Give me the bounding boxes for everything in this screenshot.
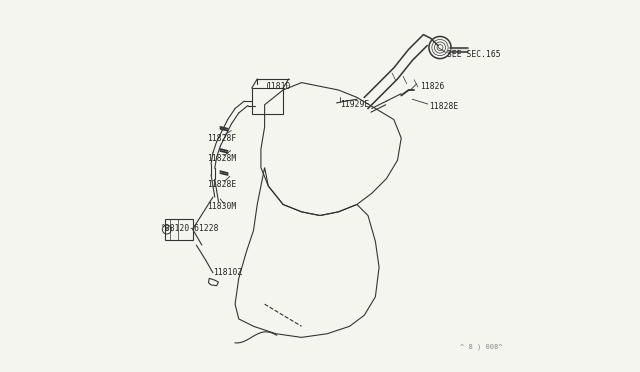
Text: 11828E: 11828E <box>429 102 458 111</box>
Bar <box>165 219 193 240</box>
Text: 11826: 11826 <box>420 82 444 91</box>
Text: 11810: 11810 <box>266 82 291 91</box>
Text: ^ 8 ) 008^: ^ 8 ) 008^ <box>460 343 503 350</box>
Text: 11828E: 11828E <box>207 180 237 189</box>
Bar <box>252 88 283 114</box>
Text: 11828M: 11828M <box>207 154 237 163</box>
Text: 11830M: 11830M <box>207 202 237 211</box>
Text: °08120-61228: °08120-61228 <box>161 224 220 233</box>
Text: 11810Z: 11810Z <box>213 268 242 277</box>
Text: SEE SEC.165: SEE SEC.165 <box>447 51 501 60</box>
Text: 11929E: 11929E <box>340 100 369 109</box>
Text: B: B <box>165 227 169 232</box>
Text: 11828F: 11828F <box>207 134 237 142</box>
